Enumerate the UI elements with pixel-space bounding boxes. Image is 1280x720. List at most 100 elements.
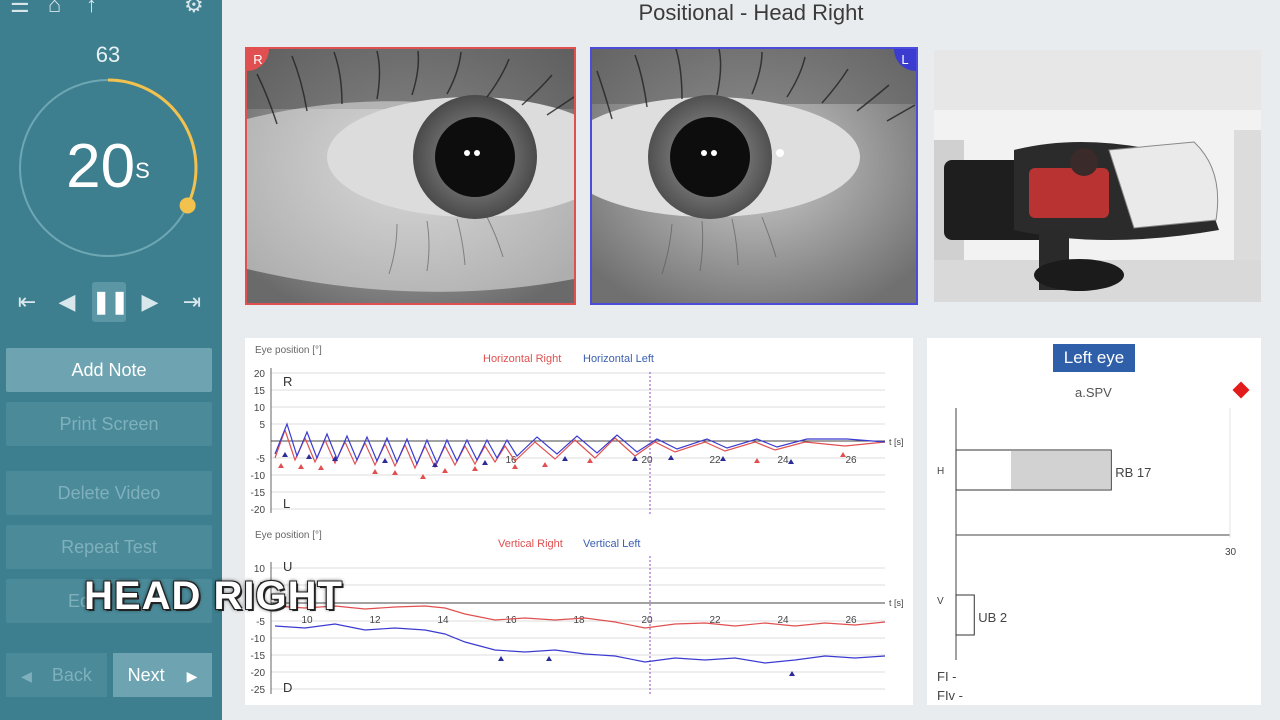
room-video: [934, 50, 1261, 302]
timer-knob: [179, 197, 196, 214]
home-icon[interactable]: ⌂: [48, 0, 62, 17]
h-legend-left: Horizontal Left: [583, 353, 654, 365]
h-ytick: -10: [251, 471, 266, 482]
add-note-button[interactable]: Add Note: [6, 348, 212, 392]
v-xtick: 10: [301, 615, 313, 626]
spv-rb-fill: [1011, 451, 1111, 489]
next-button[interactable]: Next ▶: [113, 653, 212, 697]
spv-v-label: V: [937, 596, 944, 607]
chevron-right-icon: ▶: [186, 668, 198, 684]
h-xtick: 26: [845, 455, 857, 466]
h-legend-right: Horizontal Right: [483, 353, 561, 365]
eye-position-charts: Eye position [°] Horizontal Right Horizo…: [245, 338, 913, 705]
timer-seconds: 20: [66, 132, 136, 201]
spv-fiv-label: FIv -: [937, 688, 963, 703]
playback-controls: ⇤ ◀︎ ❚❚ ▶︎ ⇥: [0, 282, 222, 326]
h-trace-right: [274, 428, 886, 470]
h-xtick: 16: [505, 455, 517, 466]
h-top-label: R: [283, 374, 292, 389]
spv-fi-label: FI -: [937, 669, 957, 684]
back-button-label: Back: [51, 665, 92, 685]
spv-panel: Left eye a.SPV H V 30 RB 17 UB 2 FI - FI…: [927, 338, 1261, 705]
h-xtick: 22: [709, 455, 721, 466]
h-xtick: 24: [777, 455, 789, 466]
page-title: Positional - Head Right: [638, 0, 864, 25]
next-button-label: Next: [127, 665, 165, 685]
v-beat-markers: [498, 656, 795, 676]
h-ytick: -15: [251, 488, 266, 499]
left-eye-image: [592, 49, 916, 303]
v-xtick: 14: [437, 615, 449, 626]
sidebar-top-icons: ☰ ⌂ ↑ ⚙: [8, 0, 214, 18]
h-ytick: 5: [259, 420, 265, 431]
v-ytick: -25: [251, 685, 266, 696]
edit-button-label: Ed: [68, 591, 91, 611]
menu-icon[interactable]: ☰: [10, 0, 30, 17]
v-grid: [271, 567, 885, 690]
repeat-test-button[interactable]: Repeat Test: [6, 525, 212, 569]
print-screen-button[interactable]: Print Screen: [6, 402, 212, 446]
v-xtick: 16: [505, 615, 517, 626]
h-beat-markers-right: [278, 452, 846, 479]
eye-position-svg: Eye position [°] Horizontal Right Horizo…: [251, 345, 904, 696]
v-legend-left: Vertical Left: [583, 538, 640, 550]
v-bottom-label: D: [283, 680, 292, 695]
v-legend-right: Vertical Right: [498, 538, 563, 550]
h-time-label: t [s]: [889, 437, 904, 447]
v-ytick: -5: [256, 617, 265, 628]
v-ytick: -20: [251, 668, 266, 679]
v-xtick: 24: [777, 615, 789, 626]
v-xtick: 18: [573, 615, 585, 626]
right-eye-video: R: [245, 47, 576, 305]
timer-count: 63: [95, 42, 121, 67]
timer-value: 20S: [16, 132, 200, 202]
v-ytick: -15: [251, 651, 266, 662]
timer-ring: [19, 78, 198, 257]
video-caption-overlay: HEAD RIGHT: [84, 574, 343, 618]
edit-button[interactable]: Ed: [6, 579, 212, 623]
h-trace-left: [274, 422, 886, 466]
timer-unit: S: [135, 158, 150, 183]
v-xtick: 22: [709, 615, 721, 626]
h-chart-ylabel: Eye position [°]: [255, 345, 322, 356]
v-ytick: 10: [254, 564, 266, 575]
v-xtick: 20: [641, 615, 653, 626]
spv-chart: H V 30 RB 17 UB 2: [937, 408, 1237, 660]
h-xtick: 20: [641, 455, 653, 466]
v-ytick: 5: [259, 581, 265, 592]
delete-video-button[interactable]: Delete Video: [6, 471, 212, 515]
arrow-up-icon[interactable]: ↑: [86, 0, 97, 17]
gear-icon[interactable]: ⚙: [184, 0, 204, 17]
sidebar: ☰ ⌂ ↑ ⚙ 63 20S ⇤ ◀︎ ❚❚ ▶︎ ⇥ Add Note Pri…: [0, 0, 222, 720]
v-chart-ylabel: Eye position [°]: [255, 530, 322, 541]
spv-subtitle: a.SPV: [1075, 385, 1112, 400]
step-back-icon[interactable]: ◀︎: [58, 289, 76, 314]
v-ytick: -10: [251, 634, 266, 645]
timer-progress-arc: [107, 78, 198, 207]
skip-last-icon[interactable]: ⇥: [182, 289, 202, 314]
right-eye-image: [247, 49, 574, 303]
back-button[interactable]: ◀ Back: [6, 653, 107, 697]
h-grid: [271, 372, 885, 510]
h-ytick: -5: [256, 454, 265, 465]
step-forward-icon[interactable]: ▶︎: [141, 289, 159, 314]
h-ytick: 10: [254, 403, 266, 414]
v-trace-left: [274, 623, 886, 664]
h-ytick: 20: [254, 369, 266, 380]
chevron-left-icon: ◀: [21, 668, 32, 684]
spv-axis-max: 30: [1225, 547, 1237, 558]
v-xtick: 26: [845, 615, 857, 626]
h-bottom-label: L: [283, 496, 290, 511]
timer: 63 20S: [16, 40, 206, 280]
left-eye-video: L: [590, 47, 918, 305]
h-ytick: 15: [254, 386, 266, 397]
skip-first-icon[interactable]: ⇤: [17, 289, 37, 314]
spv-ub-bar: [955, 594, 975, 636]
spv-ub-label: UB 2: [978, 610, 1007, 625]
v-xtick: 12: [369, 615, 381, 626]
v-top-label: U: [283, 559, 292, 574]
pause-button[interactable]: ❚❚: [92, 282, 129, 322]
spv-title-badge: Left eye: [1053, 344, 1135, 372]
spv-h-label: H: [937, 466, 944, 477]
spv-rb-label: RB 17: [1115, 465, 1151, 480]
